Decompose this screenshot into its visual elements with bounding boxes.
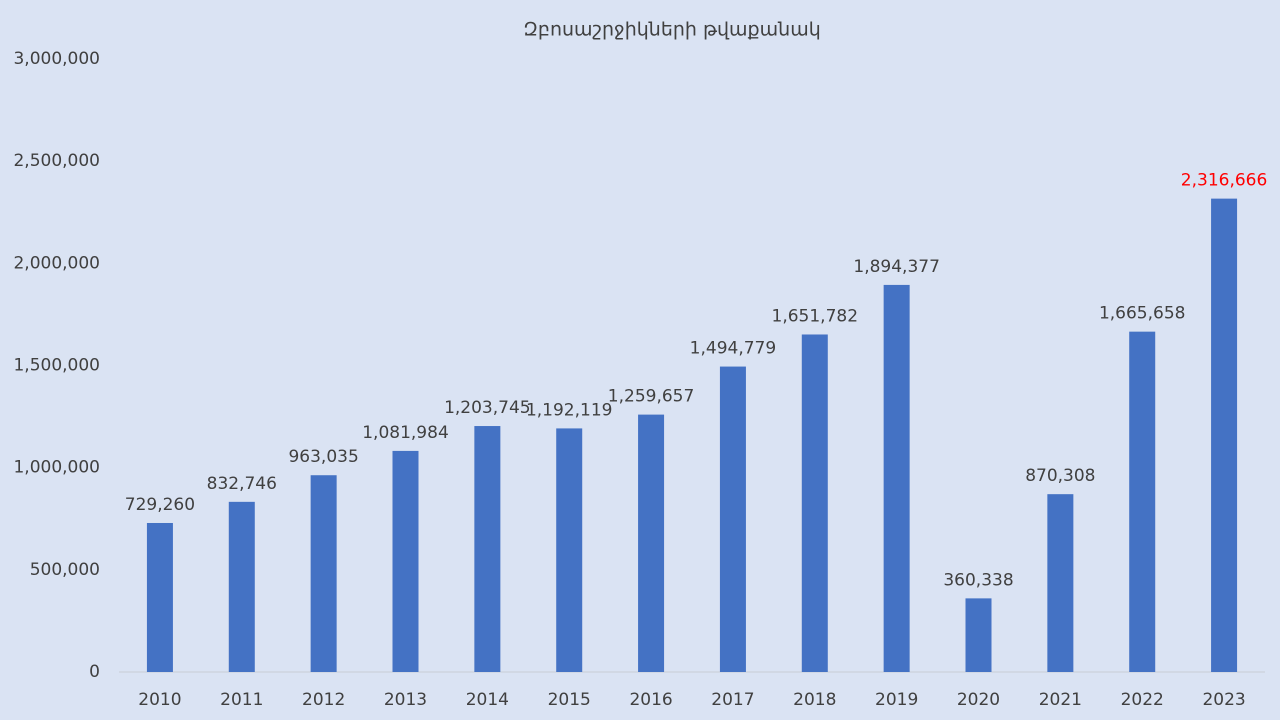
bar <box>146 522 173 672</box>
value-label: 360,338 <box>943 570 1013 590</box>
bar <box>310 475 337 672</box>
value-label: 870,308 <box>1025 466 1095 486</box>
value-label: 1,192,119 <box>526 400 613 420</box>
x-tick-label: 2012 <box>302 690 345 710</box>
x-tick-label: 2018 <box>793 690 836 710</box>
value-label: 1,651,782 <box>772 306 859 326</box>
bar <box>638 414 665 672</box>
bar <box>883 284 910 672</box>
value-label: 1,259,657 <box>608 387 695 407</box>
value-label: 1,494,779 <box>690 339 777 359</box>
x-tick-label: 2022 <box>1121 690 1164 710</box>
x-tick-label: 2015 <box>548 690 591 710</box>
value-label: 1,081,984 <box>362 423 449 443</box>
y-tick-label: 1,500,000 <box>13 356 100 376</box>
value-label: 832,746 <box>207 474 277 494</box>
bar <box>801 334 828 672</box>
y-tick-label: 2,500,000 <box>13 151 100 171</box>
y-tick-label: 3,000,000 <box>13 49 100 69</box>
x-tick-label: 2013 <box>384 690 427 710</box>
bar <box>1047 494 1074 672</box>
value-label: 1,203,745 <box>444 398 531 418</box>
x-tick-label: 2017 <box>711 690 754 710</box>
x-tick-label: 2016 <box>629 690 672 710</box>
y-tick-label: 0 <box>89 662 100 682</box>
y-tick-label: 2,000,000 <box>13 253 100 273</box>
bar <box>474 426 501 672</box>
value-label: 963,035 <box>288 447 358 467</box>
bar <box>1211 198 1238 672</box>
value-label: 1,894,377 <box>853 257 940 277</box>
x-tick-label: 2023 <box>1202 690 1245 710</box>
y-tick-label: 1,000,000 <box>13 458 100 478</box>
bar <box>719 366 746 672</box>
value-label: 1,665,658 <box>1099 304 1186 324</box>
x-tick-label: 2020 <box>957 690 1000 710</box>
x-tick-label: 2014 <box>466 690 509 710</box>
bar <box>392 450 419 672</box>
chart-title: Զբոսաշրջիկների թվաքանակ <box>523 19 821 41</box>
bar <box>556 428 583 672</box>
x-tick-label: 2021 <box>1039 690 1082 710</box>
value-label: 2,316,666 <box>1181 171 1268 191</box>
y-tick-label: 500,000 <box>30 560 100 580</box>
bar <box>228 501 255 672</box>
bar <box>965 598 992 672</box>
x-tick-label: 2019 <box>875 690 918 710</box>
value-label: 729,260 <box>125 495 195 515</box>
x-tick-label: 2010 <box>138 690 181 710</box>
bar <box>1129 331 1156 672</box>
x-tick-label: 2011 <box>220 690 263 710</box>
